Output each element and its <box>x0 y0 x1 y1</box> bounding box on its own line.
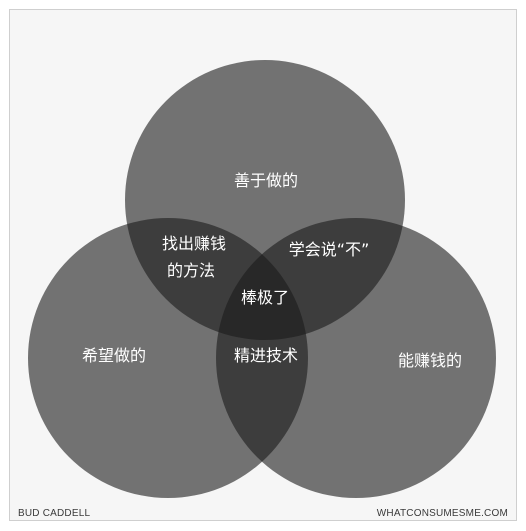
label-center: 棒极了 <box>241 288 289 307</box>
label-left-circle: 希望做的 <box>82 346 146 365</box>
author-credit: BUD CADDELL <box>18 508 91 519</box>
venn-circles <box>28 60 496 498</box>
label-overlap-top-left-line2: 的方法 <box>167 261 215 280</box>
circle-right <box>216 218 496 498</box>
venn-labels: 善于做的 希望做的 能赚钱的 找出赚钱 的方法 学会说“不” 棒极了 精进技术 <box>82 171 462 370</box>
label-top-circle: 善于做的 <box>234 171 298 190</box>
label-right-circle: 能赚钱的 <box>398 351 462 370</box>
label-overlap-top-right: 学会说“不” <box>289 240 370 259</box>
label-overlap-left-right: 精进技术 <box>234 346 298 365</box>
label-overlap-top-left-line1: 找出赚钱 <box>162 234 226 253</box>
website-credit: WHATCONSUMESME.COM <box>376 508 508 519</box>
